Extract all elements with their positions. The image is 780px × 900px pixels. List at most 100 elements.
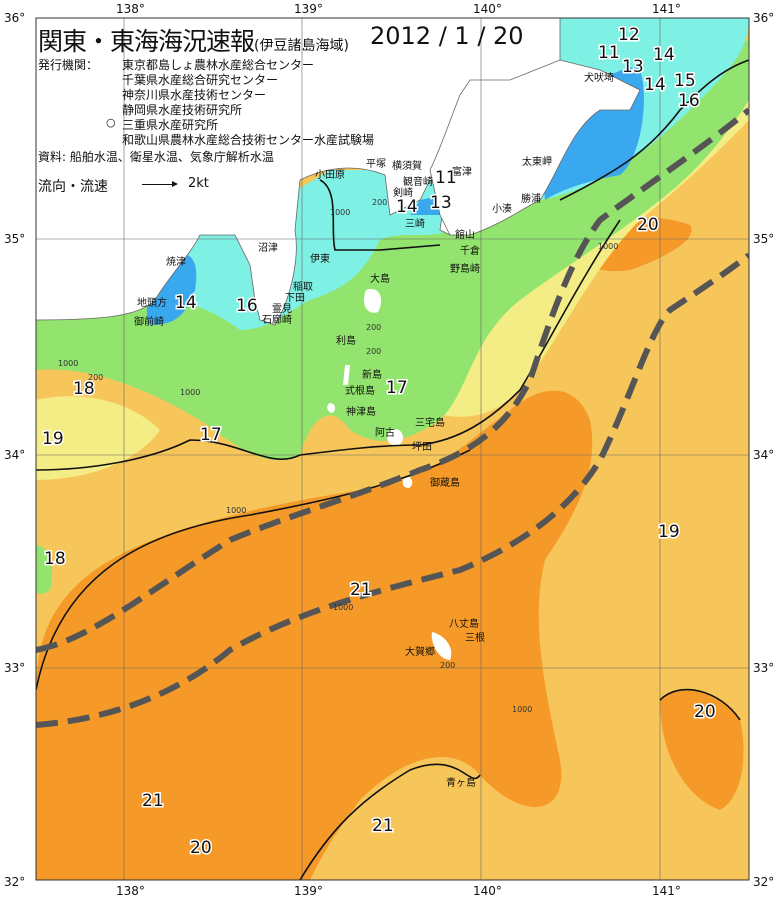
temperature-label: 13 [622,57,644,77]
temperature-label: 14 [653,45,675,65]
lon-label: 139° [294,884,323,898]
temperature-label: 17 [200,425,222,445]
temperature-label: 13 [430,193,452,213]
lon-label: 139° [294,2,323,16]
issuer-label: 発行機関： [38,58,99,72]
isotherm-lines [36,59,749,880]
land-hachijojima [431,632,452,660]
isobath-label: 1000 [180,388,200,397]
temperature-label: 17 [386,378,408,398]
place-label: 霊見 [272,303,292,315]
temperature-label: 21 [142,791,164,811]
temperature-label: 20 [694,702,716,722]
place-label: 神津島 [346,405,376,418]
title-subtitle: (伊豆諸島海域) [254,38,349,54]
isobath-label: 1000 [333,603,353,612]
place-label: 野島崎 [450,262,480,275]
place-label: 三崎 [405,217,425,230]
place-label: 富津 [452,165,472,178]
latitude-labels-right: 36° 35° 34° 33° 32° [753,11,774,889]
land-miyakejima [387,428,404,446]
place-label: 伊東 [310,252,330,265]
issuer-item: 三重県水産研究所 [122,118,219,132]
isobath-label: 200 [366,347,381,356]
longitude-labels-top: 138° 139° 140° 141° [116,2,681,16]
land-niijima [343,365,350,385]
place-label: 勝浦 [521,192,541,205]
place-label: 八丈島 [449,617,479,630]
place-label: 地頭方 [137,296,167,309]
isobath-label: 200 [440,661,455,670]
sst-band-blue-bay [410,195,445,215]
place-label: 平塚 [366,158,386,170]
sst-band-21 [36,390,593,880]
lat-label: 32° [753,875,774,889]
temperature-label: 16 [236,296,258,316]
lon-label: 138° [116,884,145,898]
place-label: 剣崎 [393,186,413,199]
lon-label: 140° [473,884,502,898]
issuer-item: 千葉県水産総合研究センター [122,73,279,87]
place-names: 小田原 平塚 横須賀 観音崎 富津 剣崎 三崎 館山 千倉 野島崎 小湊 勝浦 … [134,71,614,789]
latitude-labels-left: 36° 35° 34° 33° 32° [4,11,25,889]
place-label: 三宅島 [415,416,445,429]
temperature-labels: 11 12 13 14 14 15 16 11 13 14 14 16 17 1… [41,24,718,860]
issuer-item: 静岡県水産技術研究所 [122,103,243,117]
isobath-label: 200 [366,323,381,332]
lat-label: 33° [753,661,774,675]
place-label: 御蔵島 [430,476,460,489]
lat-label: 35° [4,232,25,246]
temperature-label: 15 [674,71,696,91]
temperature-label: 21 [372,816,394,836]
legend-speed: 2kt [188,176,209,191]
place-label: 犬吠埼 [584,71,614,84]
lat-label: 33° [4,661,25,675]
place-label: 大賀郷 [405,645,435,658]
place-label: 沼津 [258,241,278,254]
place-label: 稲取 [293,281,313,293]
place-label: 館山 [455,228,475,241]
lat-label: 34° [753,448,774,462]
lon-label: 140° [473,2,502,16]
lon-label: 138° [116,2,145,16]
sst-band-blue-west [146,253,197,325]
lat-label: 36° [4,11,25,25]
temperature-label: 20 [637,215,659,235]
place-label: 新島 [362,368,382,381]
place-label: 横須賀 [392,159,422,172]
lat-label: 35° [753,232,774,246]
temperature-label: 14 [175,293,197,313]
place-label: 千倉 [460,244,480,257]
sst-band-green-sw [36,545,52,594]
issuer-item: 和歌山県農林水産総合技術センター水産試験場 [122,133,375,147]
page-title: 関東・東海海況速報(伊豆諸島海域) [38,22,349,58]
issuer-marker: ○ [106,116,116,129]
legend-arrow-icon [142,181,178,187]
temperature-label: 21 [350,580,372,600]
issuer-item: 神奈川県水産技術センター [122,88,267,102]
place-label: 石廊崎 [262,313,292,326]
temperature-label: 20 [190,838,212,858]
temperature-label: 19 [42,429,64,449]
report-date: 2012 / 1 / 20 [370,22,524,50]
longitude-labels-bottom: 138° 139° 140° 141° [116,884,681,898]
place-label: 太東岬 [522,155,552,168]
temperature-label: 14 [396,197,418,217]
temperature-label: 16 [678,91,700,111]
place-label: 観音崎 [403,175,433,188]
temperature-label: 14 [644,75,666,95]
land-kozushima [327,403,336,413]
place-label: 三根 [465,631,485,644]
isobath-labels: 200 1000 200 1000 200 200 1000 1000 1000… [58,198,618,714]
place-label: 焼津 [166,256,186,268]
isobath-label: 1000 [512,705,532,714]
place-label: 大島 [370,272,390,285]
place-label: 坪田 [412,440,432,453]
land-oshima [363,289,382,313]
place-label: 下田 [285,293,305,304]
temperature-label: 11 [435,168,457,188]
place-label: 阿古 [375,426,395,439]
map-frame [35,17,750,881]
place-label: 小湊 [492,202,512,215]
